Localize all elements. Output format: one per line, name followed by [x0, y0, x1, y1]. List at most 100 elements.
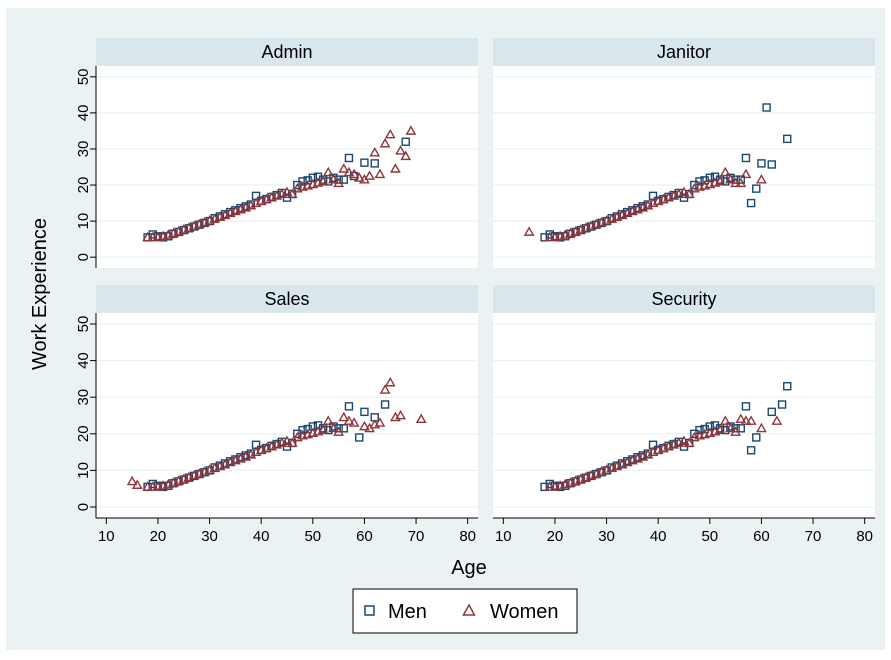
legend-marker-women [462, 603, 476, 616]
point-women [286, 437, 298, 447]
x-tick-label: 10 [98, 528, 115, 545]
point-women [374, 417, 386, 427]
x-tick-label: 80 [459, 528, 476, 545]
panel-strip [493, 285, 875, 313]
point-men [344, 153, 354, 163]
point-women [745, 415, 757, 425]
legend-label-men: Men [388, 601, 427, 623]
point-men [380, 400, 390, 409]
x-tick-label: 80 [856, 528, 873, 545]
x-axis-label: Age [451, 557, 487, 579]
point-women [322, 166, 334, 177]
x-tick-label: 20 [150, 528, 167, 545]
point-women [333, 177, 345, 188]
point-men [303, 176, 312, 185]
y-tick-label: 20 [75, 425, 92, 442]
x-tick-label: 50 [701, 528, 718, 545]
point-men [298, 425, 307, 435]
point-women [131, 479, 143, 489]
point-men [741, 153, 751, 163]
point-men [783, 382, 792, 391]
x-tick-label: 30 [201, 528, 218, 545]
point-women [343, 166, 355, 177]
point-men [783, 134, 792, 144]
point-women [126, 475, 138, 486]
x-tick-label: 20 [547, 528, 564, 545]
point-men [700, 176, 709, 185]
point-women [725, 174, 736, 184]
point-women [281, 186, 293, 197]
point-women [286, 188, 298, 198]
point-men [762, 103, 771, 112]
panel-admin: Admin 0 10 20 30 40 50 [75, 38, 478, 268]
point-men [370, 159, 379, 168]
panel-janitor: Janitor [493, 38, 875, 268]
y-tick-label: 30 [75, 389, 92, 406]
point-women [348, 168, 360, 179]
point-women [719, 415, 731, 425]
point-men [695, 425, 704, 435]
y-tick-label: 10 [75, 462, 92, 479]
point-women [523, 226, 535, 236]
point-women [338, 163, 350, 173]
point-women [317, 175, 329, 186]
x-tick-label: 70 [408, 528, 425, 545]
y-tick-label: 50 [75, 316, 92, 333]
point-women [359, 420, 370, 431]
panel-security: Security 10 20 30 40 50 60 70 80 [493, 285, 875, 545]
x-tick-label: 60 [356, 528, 373, 545]
point-men [148, 479, 157, 489]
point-women [395, 145, 406, 155]
point-women [322, 415, 334, 425]
point-women [683, 188, 695, 198]
panel-strip [96, 285, 478, 313]
point-women [415, 413, 427, 424]
point-women [281, 435, 293, 446]
panel-title: Janitor [657, 42, 711, 62]
point-men [344, 402, 354, 411]
point-men [695, 177, 704, 186]
point-women [714, 424, 726, 435]
point-women [348, 417, 360, 427]
point-women [725, 422, 736, 433]
point-men [700, 424, 709, 434]
point-men [148, 230, 157, 239]
x-tick-label: 50 [304, 528, 321, 545]
y-tick-label: 30 [75, 141, 92, 158]
point-men [767, 407, 776, 417]
legend-label-women: Women [490, 601, 559, 623]
point-women [142, 481, 154, 491]
point-women [142, 231, 154, 242]
panel-title: Admin [261, 42, 312, 62]
point-men [298, 177, 307, 186]
x-tick-label: 40 [650, 528, 667, 545]
point-women [374, 168, 386, 179]
x-tick-label: 60 [753, 528, 770, 545]
point-men [303, 424, 312, 434]
point-women [730, 177, 742, 188]
point-men [736, 175, 745, 184]
point-men [355, 433, 364, 442]
legend: Men Women [352, 588, 578, 634]
x-tick-label: 70 [805, 528, 822, 545]
point-men [741, 402, 751, 411]
point-women [544, 231, 556, 242]
point-men [360, 407, 369, 417]
panel-title: Sales [264, 289, 309, 309]
point-women [719, 166, 731, 177]
point-women [678, 186, 690, 197]
point-men [545, 479, 554, 489]
legend-marker-men [364, 605, 375, 616]
x-tick-label: 10 [495, 528, 512, 545]
point-men [360, 158, 369, 167]
point-men [777, 400, 787, 409]
point-men [746, 446, 756, 455]
y-tick-label: 0 [75, 503, 92, 511]
point-women [147, 481, 159, 491]
point-women [390, 163, 401, 173]
point-women [317, 424, 329, 435]
point-women [369, 146, 381, 157]
y-tick-label: 20 [75, 177, 92, 194]
point-women [379, 384, 391, 394]
